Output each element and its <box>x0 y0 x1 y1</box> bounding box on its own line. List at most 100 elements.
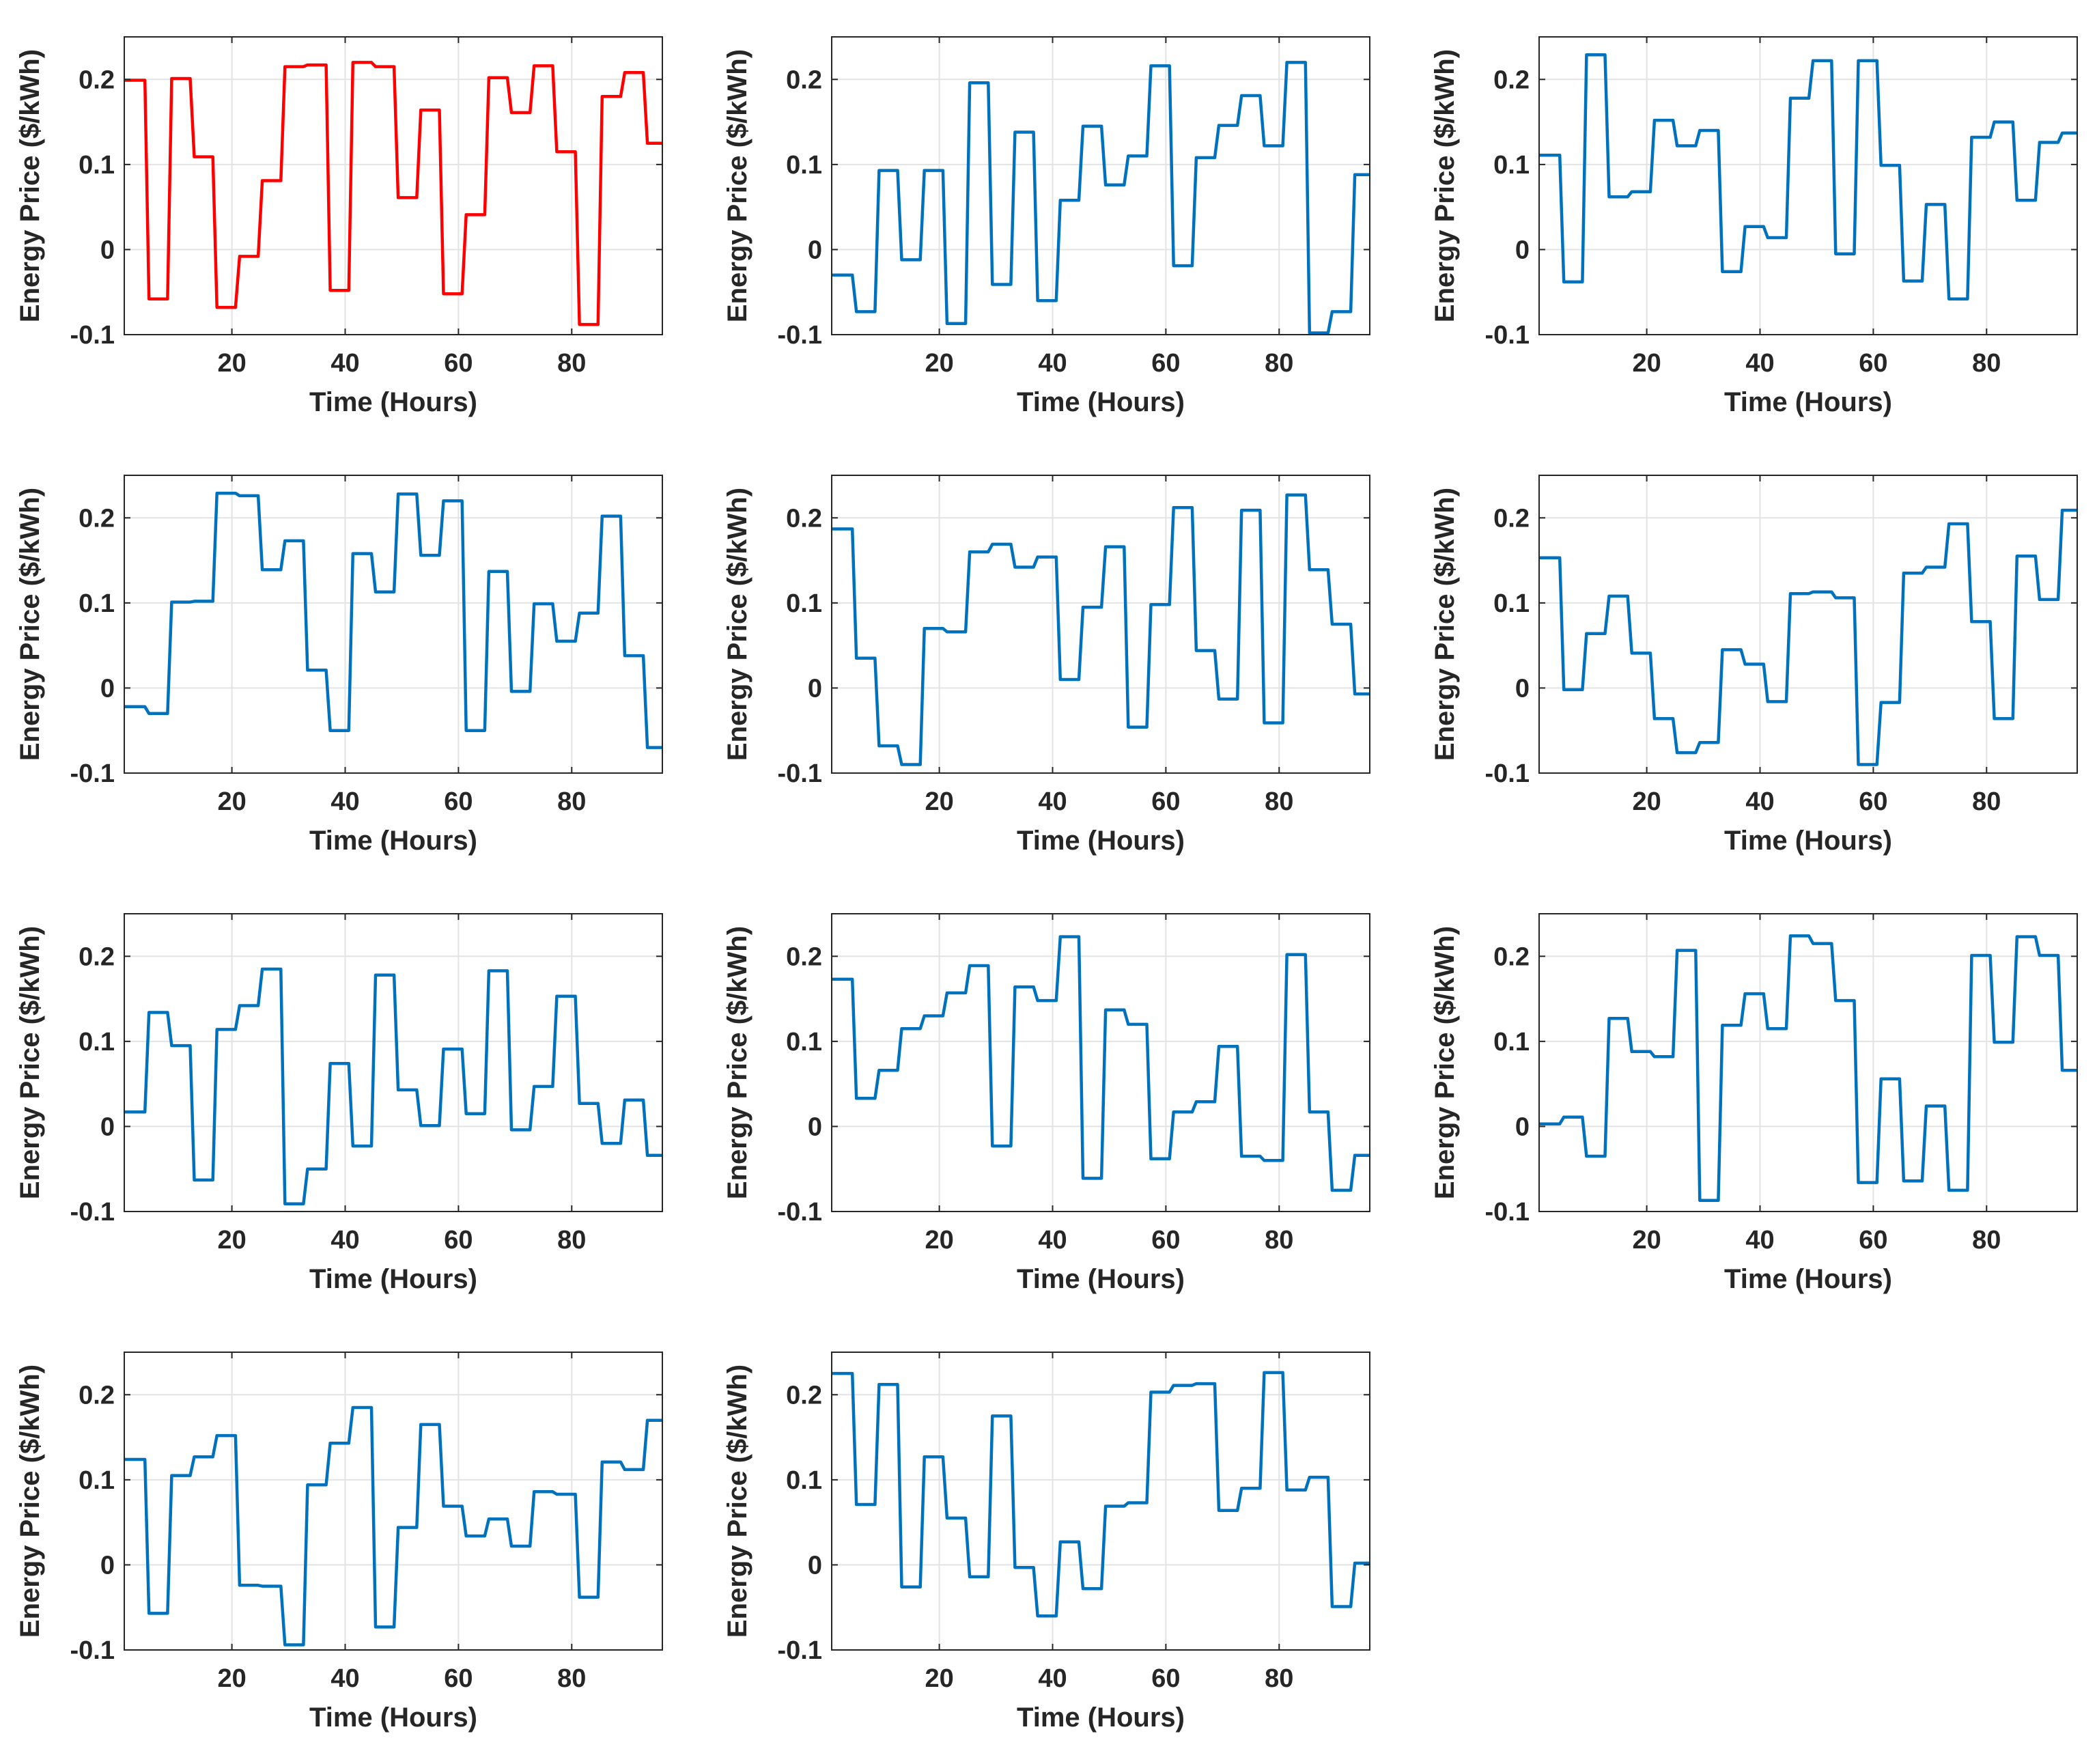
x-tick-label: 80 <box>557 1226 586 1255</box>
x-tick-label: 80 <box>557 349 586 378</box>
y-axis-label: Energy Price ($/kWh) <box>1430 926 1460 1199</box>
chart-panel-2: 20 40 60 80 -0.1 0 0.1 0.2 Time (Hours) Energy Pr… <box>722 36 1370 417</box>
x-tick-label: 20 <box>217 349 246 378</box>
x-tick-label: 60 <box>444 349 473 378</box>
x-tick-label: 60 <box>1859 1226 1887 1255</box>
y-tick-label: 0 <box>100 1112 115 1141</box>
x-tick-label: 20 <box>217 1226 246 1255</box>
x-tick-label: 40 <box>330 349 359 378</box>
x-tick-label: 80 <box>1265 1226 1293 1255</box>
y-axis-label: Energy Price ($/kWh) <box>15 49 45 322</box>
x-tick-label: 40 <box>1038 1664 1067 1693</box>
y-tick-label: 0.1 <box>786 1466 822 1495</box>
x-axis-label: Time (Hours) <box>309 826 477 856</box>
y-tick-label: 0.1 <box>1493 151 1530 180</box>
x-tick-label: 80 <box>557 787 586 816</box>
y-tick-label: -0.1 <box>778 321 822 350</box>
plot-area <box>124 914 662 1212</box>
series-line <box>124 491 662 749</box>
axes-box <box>124 36 663 335</box>
y-tick-label: 0.2 <box>79 942 115 971</box>
x-tick-label: 80 <box>1972 1226 2001 1255</box>
x-tick-label: 80 <box>1972 787 2001 816</box>
y-tick-label: -0.1 <box>778 759 822 788</box>
y-tick-label: -0.1 <box>778 1636 822 1665</box>
chart-panel-4: 20 40 60 80 -0.1 0 0.1 0.2 Time (Hours) Energy Pr… <box>15 475 663 856</box>
series-line <box>832 935 1370 1192</box>
axes-box <box>831 475 1370 774</box>
y-tick-label: 0.1 <box>786 151 822 180</box>
x-tick-label: 60 <box>1859 349 1887 378</box>
plot-area <box>832 475 1370 773</box>
y-axis-label: Energy Price ($/kWh) <box>1430 49 1460 322</box>
x-tick-label: 40 <box>1038 349 1067 378</box>
y-tick-label: 0 <box>808 1112 822 1141</box>
chart-panel-11: 20 40 60 80 -0.1 0 0.1 0.2 Time (Hours) Energy Pr… <box>722 1352 1370 1733</box>
y-tick-label: 0 <box>808 1551 822 1580</box>
y-tick-label: 0 <box>1515 236 1530 264</box>
x-axis-label: Time (Hours) <box>1724 826 1892 856</box>
y-tick-label: 0.1 <box>79 1028 115 1056</box>
axes-box <box>831 36 1370 335</box>
y-tick-label: 0.2 <box>786 942 822 971</box>
axes-box <box>1538 913 2078 1212</box>
y-tick-label: -0.1 <box>1485 321 1530 350</box>
x-tick-label: 60 <box>444 787 473 816</box>
y-tick-label: 0.1 <box>786 589 822 618</box>
x-tick-label: 40 <box>1038 787 1067 816</box>
axes-box <box>124 913 663 1212</box>
y-axis-label: Energy Price ($/kWh) <box>15 488 45 761</box>
x-axis-label: Time (Hours) <box>309 387 477 417</box>
x-tick-label: 20 <box>217 787 246 816</box>
x-axis-label: Time (Hours) <box>1017 387 1185 417</box>
series-line <box>832 61 1370 335</box>
x-axis-label: Time (Hours) <box>1017 826 1185 856</box>
plot-area <box>124 1352 662 1650</box>
y-tick-label: 0.2 <box>1493 504 1530 533</box>
series-line <box>124 1405 662 1647</box>
series-line <box>124 61 662 326</box>
y-axis-label: Energy Price ($/kWh) <box>722 926 752 1199</box>
chart-panel-6: 20 40 60 80 -0.1 0 0.1 0.2 Time (Hours) Energy Pr… <box>1430 475 2078 856</box>
axes-box <box>831 913 1370 1212</box>
x-axis-label: Time (Hours) <box>1017 1703 1185 1733</box>
x-tick-label: 60 <box>444 1664 473 1693</box>
series-line <box>1539 934 2077 1203</box>
x-tick-label: 40 <box>1038 1226 1067 1255</box>
x-tick-label: 40 <box>1745 787 1774 816</box>
y-axis-label: Energy Price ($/kWh) <box>722 49 752 322</box>
y-tick-label: 0.2 <box>79 66 115 94</box>
y-tick-label: 0.1 <box>1493 589 1530 618</box>
y-tick-label: 0.1 <box>79 1466 115 1495</box>
axes-box <box>831 1352 1370 1651</box>
y-tick-label: 0.1 <box>786 1028 822 1056</box>
y-tick-label: 0 <box>100 1551 115 1580</box>
plot-area <box>832 1352 1370 1650</box>
y-tick-label: 0 <box>808 236 822 264</box>
y-tick-label: 0.1 <box>1493 1028 1530 1056</box>
y-tick-label: -0.1 <box>70 1636 115 1665</box>
chart-panel-8: 20 40 60 80 -0.1 0 0.1 0.2 Time (Hours) Energy Pr… <box>722 913 1370 1294</box>
chart-panel-7: 20 40 60 80 -0.1 0 0.1 0.2 Time (Hours) Energy Pr… <box>15 913 663 1294</box>
x-tick-label: 20 <box>925 349 953 378</box>
x-tick-label: 40 <box>330 787 359 816</box>
y-tick-label: 0.2 <box>786 66 822 94</box>
y-tick-label: 0 <box>808 674 822 703</box>
y-tick-label: 0 <box>100 674 115 703</box>
y-tick-label: 0 <box>1515 1112 1530 1141</box>
x-tick-label: 60 <box>1151 349 1180 378</box>
y-tick-label: -0.1 <box>70 321 115 350</box>
y-tick-label: 0.2 <box>1493 66 1530 94</box>
y-tick-label: -0.1 <box>1485 759 1530 788</box>
x-tick-label: 80 <box>1972 349 2001 378</box>
y-tick-label: 0 <box>100 236 115 264</box>
series-line <box>832 1371 1370 1618</box>
y-tick-label: 0.1 <box>79 589 115 618</box>
y-tick-label: 0.2 <box>1493 942 1530 971</box>
x-tick-label: 60 <box>1151 1664 1180 1693</box>
plot-area <box>832 37 1370 335</box>
chart-panel-9: 20 40 60 80 -0.1 0 0.1 0.2 Time (Hours) Energy Pr… <box>1430 913 2078 1294</box>
x-tick-label: 20 <box>925 787 953 816</box>
y-tick-label: -0.1 <box>70 1198 115 1227</box>
x-tick-label: 60 <box>444 1226 473 1255</box>
